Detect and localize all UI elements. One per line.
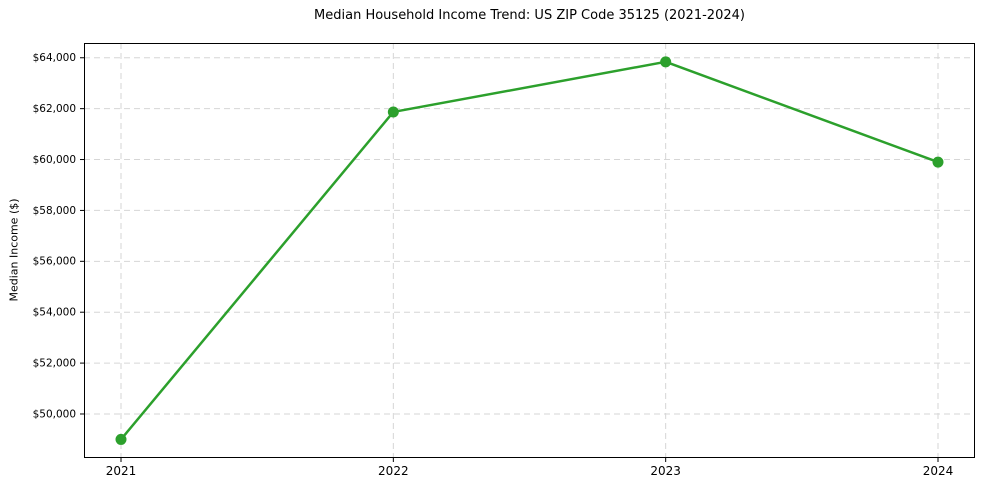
data-point-marker xyxy=(115,433,127,445)
data-point-marker xyxy=(932,156,944,168)
axis-frame xyxy=(84,43,975,458)
y-tick-label: $64,000 xyxy=(33,52,76,64)
x-tick-label: 2022 xyxy=(378,464,409,478)
y-tick-label: $54,000 xyxy=(33,307,76,319)
data-point-marker xyxy=(387,106,399,118)
x-tick-label: 2023 xyxy=(650,464,681,478)
y-tick-label: $60,000 xyxy=(33,154,76,166)
y-tick-label: $56,000 xyxy=(33,256,76,268)
y-tick-label: $50,000 xyxy=(33,408,76,420)
y-tick-label: $62,000 xyxy=(33,103,76,115)
data-point-marker xyxy=(660,56,672,68)
chart-title: Median Household Income Trend: US ZIP Co… xyxy=(314,8,745,23)
x-tick-label: 2024 xyxy=(923,464,954,478)
x-tick-label: 2021 xyxy=(106,464,137,478)
y-tick-label: $52,000 xyxy=(33,357,76,369)
y-tick-label: $58,000 xyxy=(33,205,76,217)
trend-line xyxy=(119,60,940,441)
